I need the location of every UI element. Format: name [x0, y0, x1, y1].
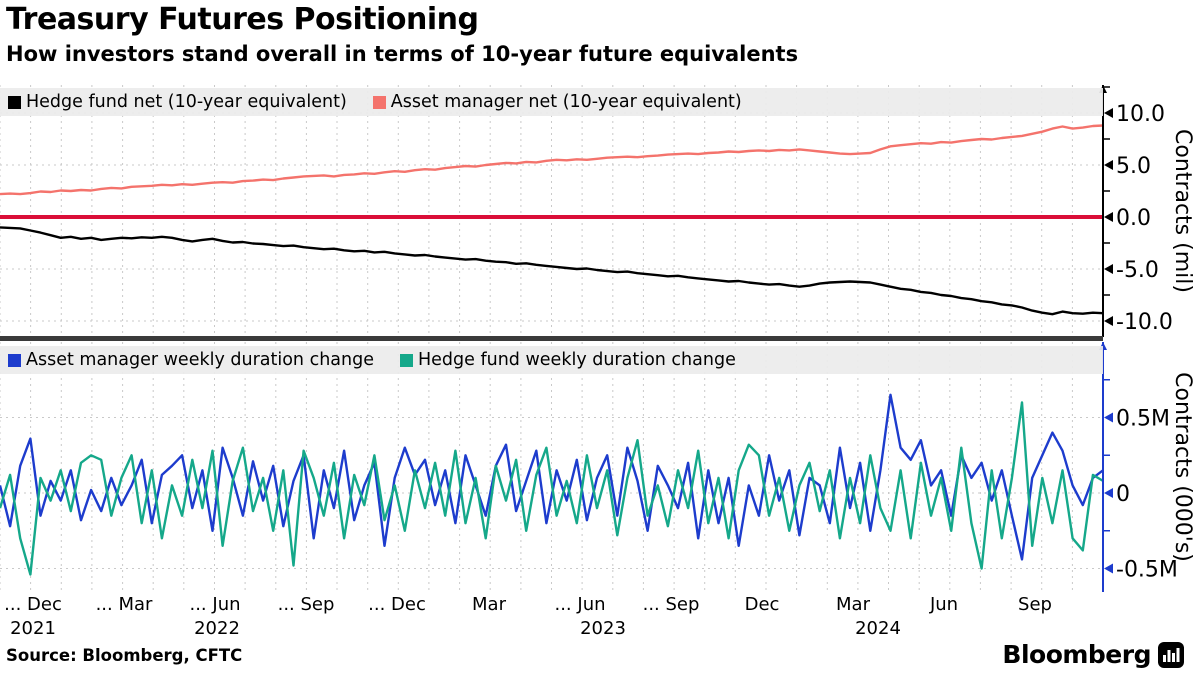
x-axis-label: Mar [472, 594, 506, 615]
top-legend: Hedge fund net (10-year equivalent) Asset… [0, 88, 1103, 116]
y-axis-title: Contracts (000's) [1170, 372, 1195, 562]
bloomberg-wordmark: Bloomberg [1002, 640, 1151, 669]
x-axis-label: Jun [929, 594, 959, 615]
series-line [0, 226, 1104, 316]
x-axis-label: ... Dec [4, 594, 62, 615]
svg-text:0.0: 0.0 [1116, 206, 1151, 231]
panel-divider [0, 336, 1103, 341]
y-tick-labels: 0.5M 0 -0.5M [1103, 379, 1178, 583]
x-axis-label: ... Sep [642, 594, 700, 615]
x-axis-label: Dec [744, 594, 780, 615]
x-axis-label: Sep [1018, 594, 1052, 615]
year-label: 2023 [580, 618, 626, 639]
legend-item: Asset manager net (10-year equivalent) [372, 92, 742, 112]
year-label: 2021 [10, 618, 56, 639]
y-axis-title: Contracts (mil) [1170, 129, 1195, 293]
year-label: 2022 [194, 618, 240, 639]
series-line [0, 124, 1104, 196]
series-line [0, 393, 1104, 561]
x-axis-label: ... Dec [368, 594, 426, 615]
legend-label: Asset manager weekly duration change [26, 350, 374, 370]
x-axis-month-labels: ... Dec ... Mar ... Jun ... Sep ... Dec Mar..… [0, 594, 1200, 618]
y-tick-labels: 10.0 5.0 0.0 -5.0 -10.0 [1103, 86, 1173, 335]
horizontal-gridlines [0, 417, 1103, 569]
svg-text:5.0: 5.0 [1116, 154, 1151, 179]
source-note: Source: Bloomberg, CFTC [6, 646, 243, 665]
legend-item: Hedge fund weekly duration change [399, 350, 736, 370]
series-line [0, 401, 1104, 576]
legend-label: Hedge fund weekly duration change [417, 350, 736, 370]
x-axis-label: ... Jun [554, 594, 606, 615]
legend-swatch-icon [372, 95, 386, 109]
legend-swatch-icon [8, 353, 21, 367]
svg-text:-5.0: -5.0 [1116, 258, 1159, 283]
bloomberg-logo: Bloomberg [1002, 640, 1184, 669]
svg-text:0.5M: 0.5M [1116, 407, 1170, 432]
legend-swatch-icon [8, 95, 21, 109]
legend-label: Hedge fund net (10-year equivalent) [26, 92, 347, 112]
x-axis-label: ... Jun [189, 594, 241, 615]
legend-item: Hedge fund net (10-year equivalent) [8, 92, 347, 112]
top-chart: 10.0 5.0 0.0 -5.0 -10.0 Contracts (mil) [0, 85, 1195, 337]
x-axis-label: ... Sep [277, 594, 335, 615]
page-title: Treasury Futures Positioning [6, 2, 479, 37]
bar-chart-badge-icon [1158, 641, 1184, 668]
x-axis-label: Mar [836, 594, 870, 615]
year-label: 2024 [855, 618, 901, 639]
svg-text:10.0: 10.0 [1116, 102, 1165, 127]
x-axis-year-labels: 2021 2022 2023 2024 [0, 618, 1200, 642]
svg-text:-0.5M: -0.5M [1116, 558, 1178, 583]
bottom-legend: Asset manager weekly duration change Hedg… [0, 346, 1103, 374]
legend-item: Asset manager weekly duration change [8, 350, 374, 370]
svg-text:0: 0 [1116, 482, 1130, 507]
svg-text:-10.0: -10.0 [1116, 310, 1173, 335]
legend-label: Asset manager net (10-year equivalent) [390, 92, 742, 112]
vertical-gridlines [0, 85, 1104, 337]
x-axis-label: ... Mar [95, 594, 153, 615]
vertical-gridlines [0, 342, 1104, 592]
page-subtitle: How investors stand overall in terms of … [6, 42, 799, 66]
legend-swatch-icon [399, 353, 413, 367]
